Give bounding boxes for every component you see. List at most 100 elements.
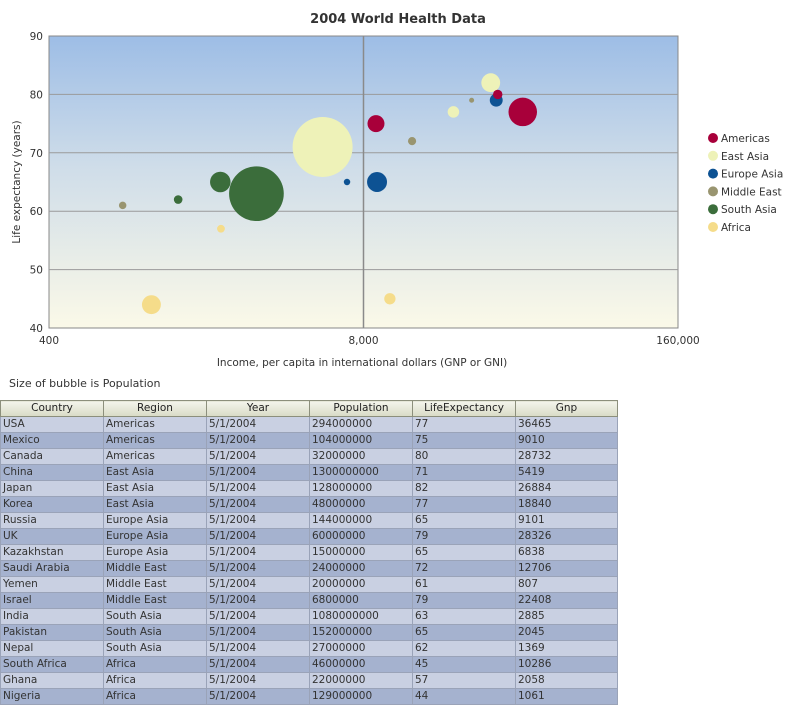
table-cell-gnp: 12706 xyxy=(515,560,618,577)
legend-marker-east-asia xyxy=(708,150,718,161)
table-cell-population: 27000000 xyxy=(309,640,413,657)
table-cell-country: Pakistan xyxy=(0,624,104,641)
table-row[interactable]: Russia Europe Asia 5/1/2004 144000000 65 9101 xyxy=(0,512,618,529)
table-row[interactable]: Nigeria Africa 5/1/2004 129000000 44 1061 xyxy=(0,688,618,705)
table-row[interactable]: USA Americas 5/1/2004 294000000 77 36465 xyxy=(0,416,618,433)
table-cell-country: Saudi Arabia xyxy=(0,560,104,577)
y-tick-label: 40 xyxy=(30,323,43,335)
bubble-china xyxy=(292,116,353,177)
table-cell-region: Middle East xyxy=(103,592,207,609)
table-cell-region: Middle East xyxy=(103,560,207,577)
y-tick-label: 60 xyxy=(30,206,43,218)
x-tick-labels: 400 8,000 160,000 xyxy=(39,335,700,347)
table-row[interactable]: Yemen Middle East 5/1/2004 20000000 61 807 xyxy=(0,576,618,593)
table-cell-gnp: 807 xyxy=(515,576,618,593)
legend-marker-africa xyxy=(708,222,718,232)
table-cell-year: 5/1/2004 xyxy=(206,544,310,561)
table-cell-region: South Asia xyxy=(103,624,207,641)
column-header-region[interactable]: Region xyxy=(103,400,207,417)
legend-label-middle-east: Middle East xyxy=(721,186,782,198)
table-cell-country: Kazakhstan xyxy=(0,544,104,561)
table-row[interactable]: Canada Americas 5/1/2004 32000000 80 28732 xyxy=(0,448,618,465)
table-cell-gnp: 28732 xyxy=(515,448,618,465)
table-row[interactable]: China East Asia 5/1/2004 1300000000 71 5419 xyxy=(0,464,618,481)
table-cell-region: South Asia xyxy=(103,608,207,625)
table-cell-gnp: 2058 xyxy=(515,672,618,689)
table-cell-gnp: 36465 xyxy=(515,416,618,433)
table-cell-year: 5/1/2004 xyxy=(206,576,310,593)
table-cell-country: UK xyxy=(0,528,104,545)
bubble-nepal xyxy=(173,195,183,204)
table-cell-region: Americas xyxy=(103,448,207,465)
table-cell-country: China xyxy=(0,464,104,481)
table-row[interactable]: Kazakhstan Europe Asia 5/1/2004 15000000 65 6… xyxy=(0,544,618,561)
table-cell-year: 5/1/2004 xyxy=(206,512,310,529)
bubble-ghana xyxy=(217,224,225,233)
table-cell-lifeexpectancy: 62 xyxy=(412,640,516,657)
table-cell-gnp: 1369 xyxy=(515,640,618,657)
table-cell-population: 128000000 xyxy=(309,480,413,497)
table-cell-lifeexpectancy: 65 xyxy=(412,544,516,561)
table-cell-lifeexpectancy: 63 xyxy=(412,608,516,625)
bubble-size-note: Size of bubble is Population xyxy=(9,377,161,390)
column-header-population[interactable]: Population xyxy=(309,400,413,417)
table-cell-population: 1080000000 xyxy=(309,608,413,625)
y-tick-label: 70 xyxy=(30,148,43,160)
table-row[interactable]: Nepal South Asia 5/1/2004 27000000 62 1369 xyxy=(0,640,618,657)
table-row[interactable]: Saudi Arabia Middle East 5/1/2004 24000000 7… xyxy=(0,560,618,577)
table-row[interactable]: Israel Middle East 5/1/2004 6800000 79 22408 xyxy=(0,592,618,609)
table-cell-year: 5/1/2004 xyxy=(206,560,310,577)
bubble-japan xyxy=(481,73,501,93)
bubble-kazakhstan xyxy=(343,178,351,186)
bubble-saudi-arabia xyxy=(407,137,417,146)
table-row[interactable]: South Africa Africa 5/1/2004 46000000 45 1028… xyxy=(0,656,618,673)
table-cell-year: 5/1/2004 xyxy=(206,432,310,449)
table-cell-gnp: 18840 xyxy=(515,496,618,513)
table-cell-population: 1300000000 xyxy=(309,464,413,481)
table-cell-region: Africa xyxy=(103,688,207,705)
table-row[interactable]: Ghana Africa 5/1/2004 22000000 57 2058 xyxy=(0,672,618,689)
table-cell-population: 129000000 xyxy=(309,688,413,705)
table-cell-lifeexpectancy: 79 xyxy=(412,528,516,545)
column-header-lifeexpectancy[interactable]: LifeExpectancy xyxy=(412,400,516,417)
table-header-row: Country Region Year Population LifeExpectanc… xyxy=(0,400,618,417)
table-cell-gnp: 1061 xyxy=(515,688,618,705)
table-cell-region: Europe Asia xyxy=(103,544,207,561)
table-cell-year: 5/1/2004 xyxy=(206,496,310,513)
table-cell-year: 5/1/2004 xyxy=(206,480,310,497)
table-cell-population: 22000000 xyxy=(309,672,413,689)
legend-label-europe-asia: Europe Asia xyxy=(721,169,783,181)
table-cell-region: Africa xyxy=(103,672,207,689)
table-row[interactable]: Pakistan South Asia 5/1/2004 152000000 65 204… xyxy=(0,624,618,641)
table-cell-country: Nepal xyxy=(0,640,104,657)
table-cell-country: Canada xyxy=(0,448,104,465)
table-cell-gnp: 6838 xyxy=(515,544,618,561)
bubble-israel xyxy=(469,97,475,103)
table-body: USA Americas 5/1/2004 294000000 77 36465 Mexic… xyxy=(0,416,618,705)
legend-label-africa: Africa xyxy=(721,222,751,234)
table-row[interactable]: Mexico Americas 5/1/2004 104000000 75 9010 xyxy=(0,432,618,449)
bubbles xyxy=(118,73,538,315)
data-table: Country Region Year Population LifeExpectanc… xyxy=(0,400,618,705)
table-row[interactable]: Japan East Asia 5/1/2004 128000000 82 26884 xyxy=(0,480,618,497)
legend-marker-south-asia xyxy=(708,204,718,215)
column-header-year[interactable]: Year xyxy=(206,400,310,417)
column-header-gnp[interactable]: Gnp xyxy=(515,400,618,417)
table-cell-year: 5/1/2004 xyxy=(206,464,310,481)
table-cell-population: 6800000 xyxy=(309,592,413,609)
table-row[interactable]: India South Asia 5/1/2004 1080000000 63 2885 xyxy=(0,608,618,625)
x-tick-label: 160,000 xyxy=(656,335,699,347)
table-cell-country: Nigeria xyxy=(0,688,104,705)
table-cell-country: Ghana xyxy=(0,672,104,689)
table-cell-region: Americas xyxy=(103,416,207,433)
bubble-mexico xyxy=(367,115,385,133)
table-cell-year: 5/1/2004 xyxy=(206,448,310,465)
table-cell-population: 46000000 xyxy=(309,656,413,673)
column-header-country[interactable]: Country xyxy=(0,400,104,417)
table-row[interactable]: Korea East Asia 5/1/2004 48000000 77 18840 xyxy=(0,496,618,513)
table-row[interactable]: UK Europe Asia 5/1/2004 60000000 79 28326 xyxy=(0,528,618,545)
x-tick-label: 400 xyxy=(39,335,59,347)
x-tick-label: 8,000 xyxy=(348,335,378,347)
table-cell-year: 5/1/2004 xyxy=(206,656,310,673)
table-cell-country: Mexico xyxy=(0,432,104,449)
